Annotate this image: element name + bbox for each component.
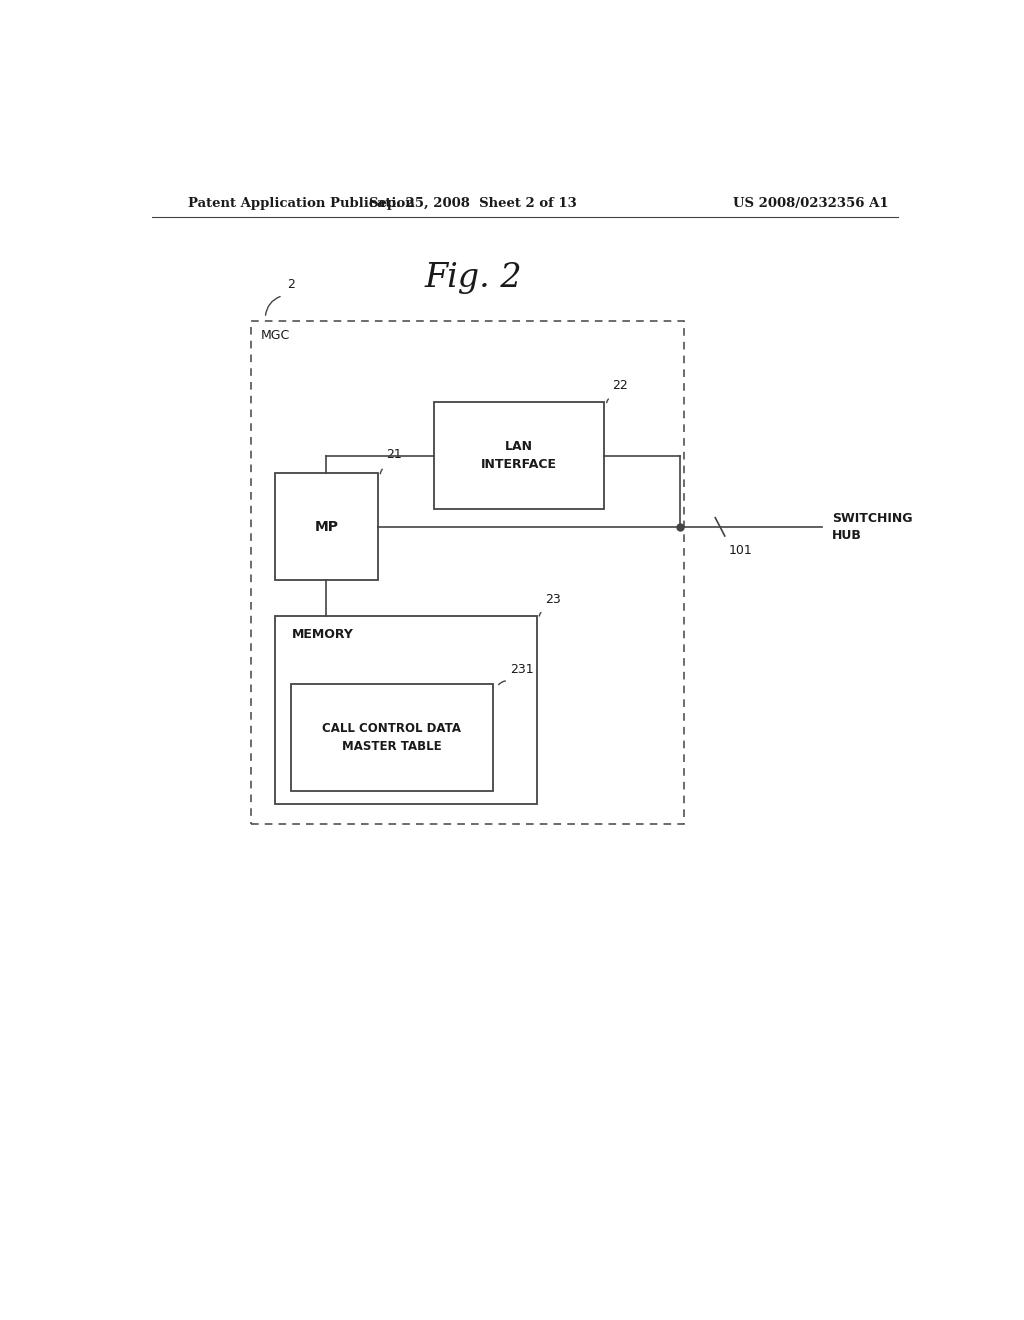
Text: Fig. 2: Fig. 2 bbox=[424, 263, 522, 294]
Text: MGC: MGC bbox=[260, 329, 290, 342]
Bar bbox=[433, 403, 604, 510]
Text: US 2008/0232356 A1: US 2008/0232356 A1 bbox=[733, 197, 888, 210]
Text: 2: 2 bbox=[287, 277, 295, 290]
Text: MP: MP bbox=[314, 520, 338, 533]
Text: Sep. 25, 2008  Sheet 2 of 13: Sep. 25, 2008 Sheet 2 of 13 bbox=[370, 197, 578, 210]
Text: 23: 23 bbox=[545, 593, 560, 606]
Text: 101: 101 bbox=[729, 544, 753, 557]
Text: LAN
INTERFACE: LAN INTERFACE bbox=[481, 440, 557, 471]
Bar bbox=[251, 321, 684, 824]
Text: Patent Application Publication: Patent Application Publication bbox=[187, 197, 415, 210]
Text: 22: 22 bbox=[612, 379, 628, 392]
Bar bbox=[274, 474, 378, 581]
Text: CALL CONTROL DATA
MASTER TABLE: CALL CONTROL DATA MASTER TABLE bbox=[323, 722, 462, 752]
Text: SWITCHING
HUB: SWITCHING HUB bbox=[831, 512, 912, 541]
Text: 231: 231 bbox=[511, 663, 535, 676]
Text: 21: 21 bbox=[386, 449, 401, 461]
Text: MEMORY: MEMORY bbox=[292, 628, 354, 642]
Bar bbox=[291, 684, 494, 791]
Bar bbox=[274, 615, 537, 804]
